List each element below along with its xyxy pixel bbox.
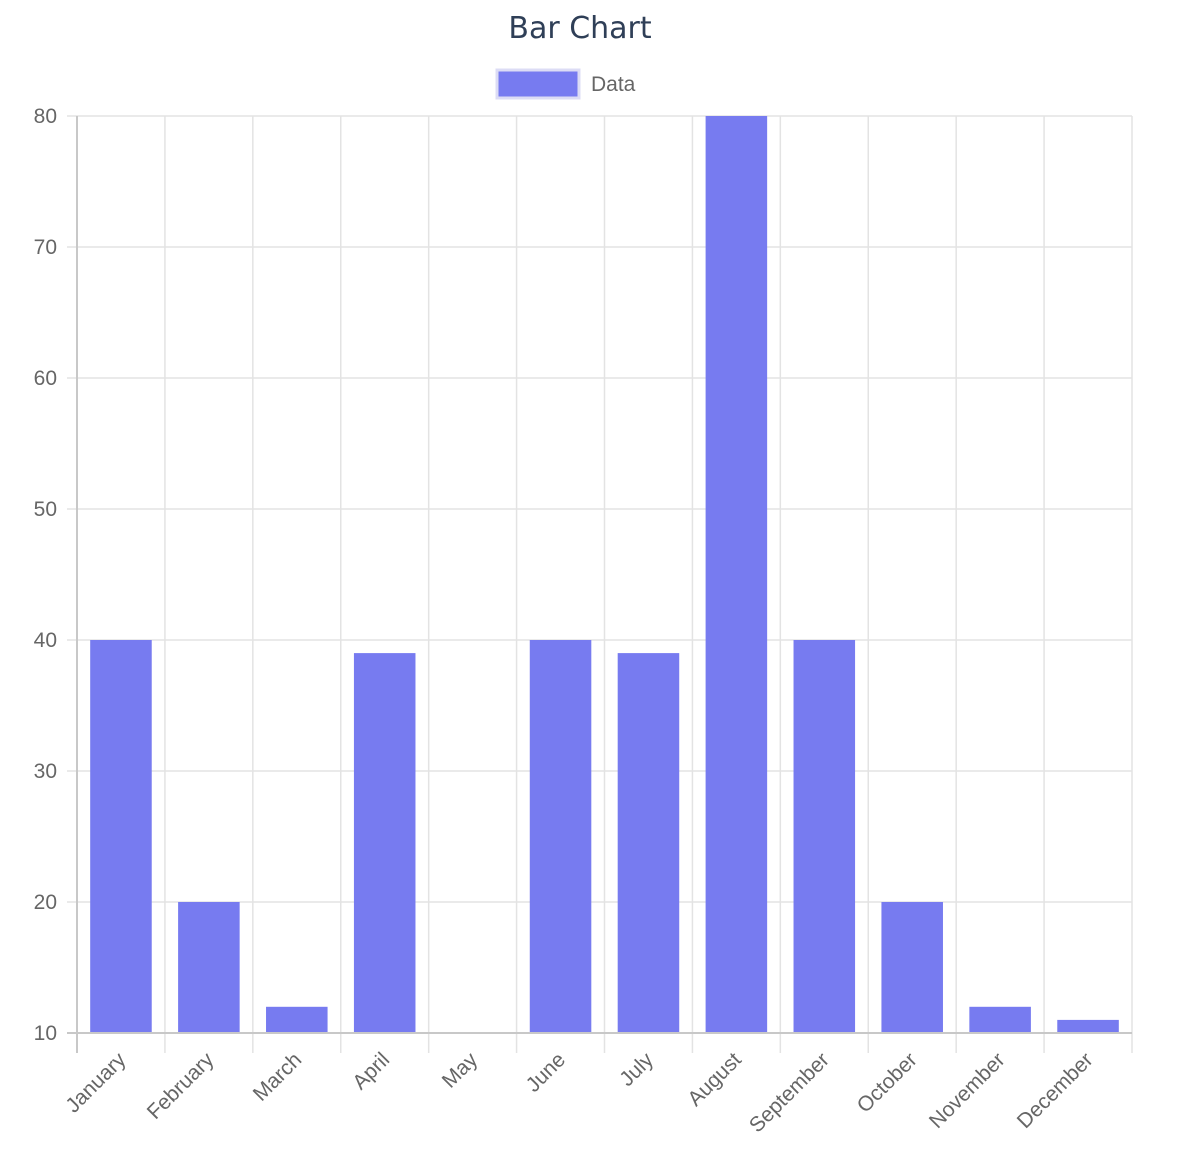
x-tick-label: September [745, 1048, 834, 1137]
x-tick-label: June [522, 1048, 570, 1096]
bar-september[interactable] [793, 640, 856, 1033]
y-axis-ticks: 10 20 30 40 50 60 70 80 [34, 105, 57, 1045]
x-tick-label: November [925, 1048, 1010, 1133]
bar-april[interactable] [353, 653, 416, 1033]
x-tick-label: October [853, 1048, 922, 1117]
legend[interactable]: Data [495, 68, 636, 100]
bar-july[interactable] [617, 653, 680, 1033]
x-tick-label: January [61, 1048, 130, 1117]
bar-march[interactable] [266, 1006, 328, 1033]
bar-august[interactable] [705, 116, 768, 1033]
y-tick-label: 70 [34, 236, 57, 259]
bar-november[interactable] [969, 1006, 1031, 1033]
bar-january[interactable] [90, 640, 152, 1033]
y-tick-label: 50 [34, 498, 57, 521]
legend-swatch[interactable] [495, 68, 581, 100]
bar-october[interactable] [881, 902, 943, 1033]
y-tick-label: 30 [34, 760, 57, 783]
y-tick-label: 80 [34, 105, 57, 128]
y-tick-label: 20 [34, 891, 57, 914]
y-tick-label: 60 [34, 367, 57, 390]
x-tick-label: December [1013, 1048, 1098, 1133]
x-tick-label: August [683, 1048, 746, 1111]
x-tick-label: May [438, 1048, 483, 1093]
x-tick-label: February [143, 1048, 219, 1124]
x-tick-label: March [249, 1048, 307, 1106]
axes [67, 116, 1132, 1053]
chart-title: Bar Chart [508, 11, 652, 46]
y-tick-label: 40 [34, 629, 57, 652]
x-tick-label: April [348, 1048, 394, 1094]
x-axis-ticks: January February March April May June July Augu… [61, 1048, 1097, 1137]
legend-label[interactable]: Data [591, 73, 636, 96]
bar-december[interactable] [1057, 1019, 1119, 1033]
bar-february[interactable] [178, 902, 240, 1033]
bar-june[interactable] [529, 640, 592, 1033]
y-tick-label: 10 [34, 1022, 57, 1045]
x-tick-label: July [615, 1048, 658, 1091]
grid [67, 115, 1133, 1053]
bars [90, 116, 1119, 1033]
